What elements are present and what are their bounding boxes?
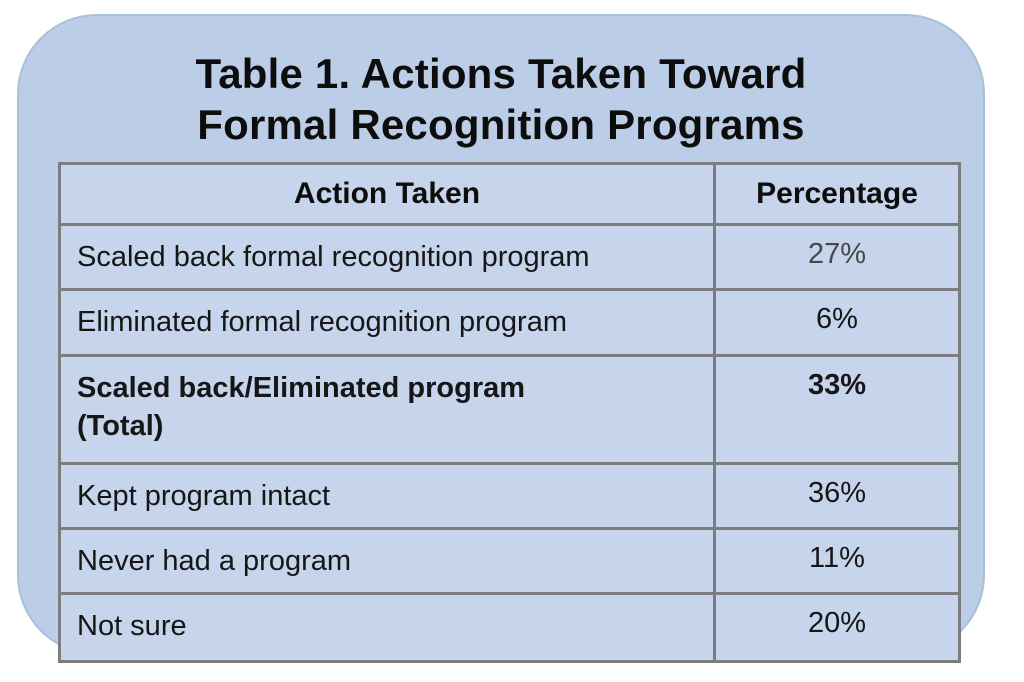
- action-text-line2: (Total): [77, 409, 164, 442]
- action-text-line1: Scaled back/Eliminated program: [77, 371, 526, 404]
- actions-table: Action Taken Percentage Scaled back form…: [58, 162, 961, 664]
- percentage-cell: 11%: [713, 526, 961, 596]
- action-cell: Kept program intact: [58, 461, 716, 530]
- percentage-cell: 27%: [713, 222, 961, 292]
- table-title: Table 1. Actions Taken Toward Formal Rec…: [19, 48, 983, 150]
- action-cell: Scaled back/Eliminated program (Total): [58, 353, 716, 465]
- column-header-action-taken: Action Taken: [58, 162, 716, 226]
- action-cell: Scaled back formal recognition program: [58, 222, 716, 292]
- table-row-eliminated: Eliminated formal recognition program 6%: [58, 288, 961, 357]
- percentage-cell: 6%: [713, 288, 961, 357]
- table-card: Table 1. Actions Taken Toward Formal Rec…: [17, 14, 985, 664]
- action-cell: Not sure: [58, 592, 716, 664]
- table-row-scaled-back: Scaled back formal recognition program 2…: [58, 222, 961, 292]
- percentage-cell: 33%: [713, 353, 961, 465]
- header-row: Action Taken Percentage: [58, 162, 961, 226]
- action-cell: Eliminated formal recognition program: [58, 288, 716, 357]
- table-row-not-sure: Not sure 20%: [58, 592, 961, 664]
- table-row-never-had: Never had a program 11%: [58, 526, 961, 596]
- action-cell: Never had a program: [58, 526, 716, 596]
- table-title-line1: Table 1. Actions Taken Toward: [195, 50, 807, 97]
- table-title-line2: Formal Recognition Programs: [197, 101, 805, 149]
- table-row-kept-intact: Kept program intact 36%: [58, 461, 961, 530]
- table-row-total: Scaled back/Eliminated program (Total) 3…: [58, 353, 961, 465]
- percentage-cell: 20%: [713, 592, 961, 664]
- percentage-cell: 36%: [713, 461, 961, 530]
- column-header-percentage: Percentage: [713, 162, 961, 226]
